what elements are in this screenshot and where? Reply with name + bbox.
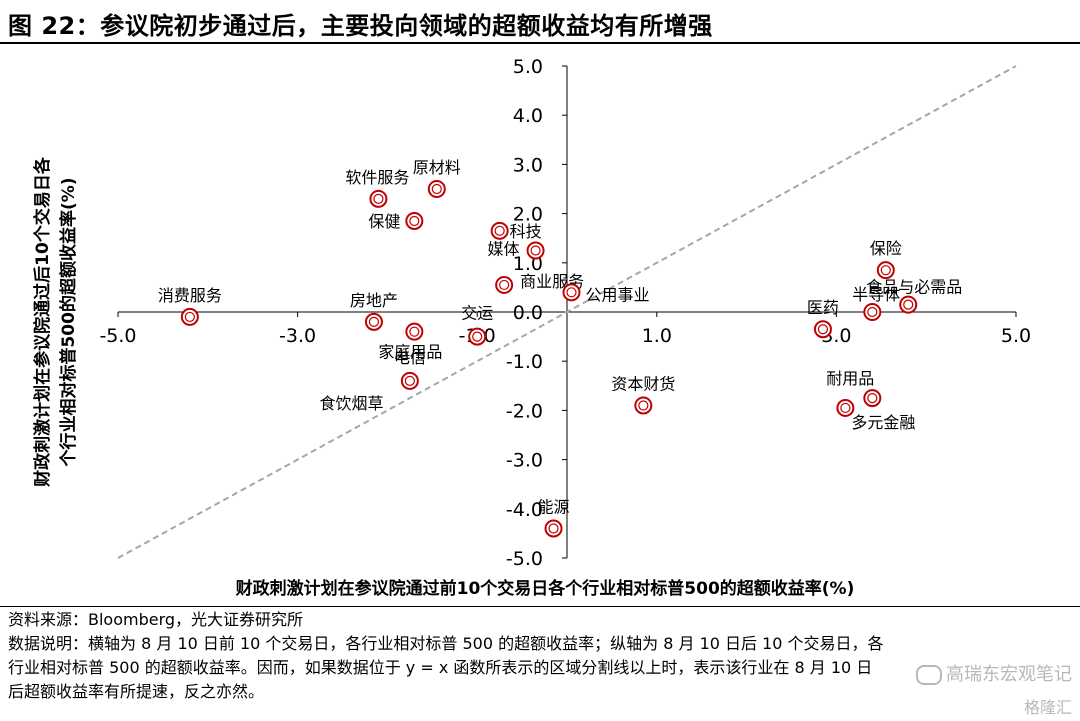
y-tick-label: -3.0 xyxy=(506,450,543,472)
data-note-line-3: 后超额收益率有所提速，反之亦然。 xyxy=(8,682,265,701)
y-tick-label: -1.0 xyxy=(506,351,543,373)
data-point-label: 软件服务 xyxy=(345,168,409,187)
y-tick-label: 3.0 xyxy=(513,154,543,176)
chart-axes: 5.0 4.0 3.0 2.0 1.0 0.0 -1.0 -2.0 -3.0 -4.0 -5.0 -5… xyxy=(99,56,1031,570)
data-point xyxy=(634,396,653,415)
data-point xyxy=(364,312,383,331)
data-point xyxy=(863,389,882,408)
data-point xyxy=(180,307,199,326)
data-point-label: 保健 xyxy=(368,212,400,231)
data-point-label: 保险 xyxy=(870,239,902,258)
data-point-inner xyxy=(373,193,384,204)
data-point-label: 消费服务 xyxy=(158,286,222,305)
data-point xyxy=(369,189,388,208)
data-point-inner xyxy=(409,215,420,227)
y-tick-label: -2.0 xyxy=(506,400,543,422)
data-point-label: 家庭用品 xyxy=(378,343,442,362)
data-point-label: 半导体 xyxy=(852,285,900,304)
data-point xyxy=(400,371,419,390)
x-tick-label: 1.0 xyxy=(642,325,672,347)
data-point xyxy=(468,327,487,346)
data-point-label: 科技 xyxy=(510,222,542,241)
source-note: 资料来源：Bloomberg，光大证券研究所 xyxy=(8,610,304,629)
data-point-inner xyxy=(494,225,505,236)
notes-section: 资料来源：Bloomberg，光大证券研究所 数据说明：横轴为 8 月 10 日… xyxy=(8,608,1072,704)
data-point-inner xyxy=(499,279,510,291)
y-tick-label: 4.0 xyxy=(513,105,543,127)
reference-line-y-equals-x xyxy=(117,65,1017,559)
data-point xyxy=(863,303,882,321)
data-point-inner xyxy=(404,375,415,386)
y-tick-label: 2.0 xyxy=(513,204,543,226)
data-point-inner xyxy=(638,400,649,411)
data-point-inner xyxy=(840,402,851,414)
data-point-inner xyxy=(530,245,541,256)
data-point xyxy=(427,180,446,198)
x-tick-label: 5.0 xyxy=(1001,325,1031,347)
data-point-inner xyxy=(548,523,559,534)
data-point xyxy=(836,398,855,417)
data-points: 消费服务软件服务原材料保健科技媒体商业服务公用事业房地产家庭用品交运电信食饮烟草… xyxy=(158,158,962,538)
data-point xyxy=(813,320,832,339)
data-point-label: 能源 xyxy=(538,497,570,516)
data-point-inner xyxy=(184,311,195,323)
data-point-inner xyxy=(368,316,380,327)
title-divider xyxy=(0,42,1080,44)
scatter-chart: 5.0 4.0 3.0 2.0 1.0 0.0 -1.0 -2.0 -3.0 -4.0 -5.0 -5… xyxy=(32,56,1031,599)
data-note-line-2: 行业相对标普 500 的超额收益率。因而，如果数据位于 y = x 函数所表示的… xyxy=(8,658,873,677)
data-point-inner xyxy=(817,324,829,335)
data-point xyxy=(405,211,424,230)
data-point-inner xyxy=(431,183,442,195)
notes-divider xyxy=(0,606,1080,607)
data-point xyxy=(562,283,581,302)
data-point-label: 食品与必需品 xyxy=(866,278,962,297)
data-point-inner xyxy=(903,299,914,310)
y-axis-label-line2: 个行业相对标普500的超额收益率(%) xyxy=(58,177,79,467)
watermark-2: 格隆汇 xyxy=(1024,694,1072,718)
reference-line-group xyxy=(117,65,1017,559)
x-tick-label: -3.0 xyxy=(279,325,316,347)
page-title: 图 22：参议院初步通过后，主要投向领域的超额收益均有所增强 xyxy=(8,12,713,40)
watermark-text-2: 格隆汇 xyxy=(1023,698,1072,717)
data-point-inner xyxy=(867,393,878,404)
y-tick-label: -5.0 xyxy=(506,548,543,570)
data-point-label: 电信 xyxy=(394,348,426,367)
data-point-label: 耐用品 xyxy=(826,369,874,388)
watermark-text: 高瑞东宏观笔记 xyxy=(946,664,1072,685)
x-tick-label: -5.0 xyxy=(99,325,136,347)
data-point xyxy=(405,322,424,341)
data-point-label: 医药 xyxy=(807,298,839,317)
data-point xyxy=(544,519,563,538)
data-point xyxy=(899,295,918,314)
data-point xyxy=(490,221,509,240)
data-point-inner xyxy=(880,265,891,276)
y-axis-label-line1: 财政刺激计划在参议院通过后10个交易日各 xyxy=(32,156,53,488)
title-bar: 图 22：参议院初步通过后，主要投向领域的超额收益均有所增强 xyxy=(0,0,1080,44)
y-tick-label: -4.0 xyxy=(506,499,543,521)
y-tick-label: 5.0 xyxy=(513,56,543,78)
x-axis-label: 财政刺激计划在参议院通过前10个交易日各个行业相对标普500的超额收益率(%) xyxy=(235,578,855,599)
data-point-inner xyxy=(472,331,483,342)
y-tick-label: 0.0 xyxy=(513,302,543,324)
data-point-label: 公用事业 xyxy=(585,285,649,304)
data-point-inner xyxy=(409,326,420,337)
data-point-label: 食饮烟草 xyxy=(319,394,383,413)
data-point-label: 原材料 xyxy=(413,158,461,177)
watermark: 高瑞东宏观笔记 xyxy=(916,660,1072,686)
data-point-label: 媒体 xyxy=(488,240,520,259)
data-point-inner xyxy=(566,287,577,298)
data-point-label: 交运 xyxy=(461,304,493,323)
data-point xyxy=(495,275,514,294)
data-point-inner xyxy=(867,306,878,318)
data-point-label: 资本财货 xyxy=(611,374,675,393)
wechat-icon xyxy=(916,665,942,685)
data-note-line-1: 数据说明：横轴为 8 月 10 日前 10 个交易日，各行业相对标普 500 的… xyxy=(8,634,884,653)
data-point-label: 多元金融 xyxy=(851,413,915,432)
data-point xyxy=(876,261,895,280)
data-point xyxy=(526,241,545,260)
data-point-label: 房地产 xyxy=(350,291,398,310)
